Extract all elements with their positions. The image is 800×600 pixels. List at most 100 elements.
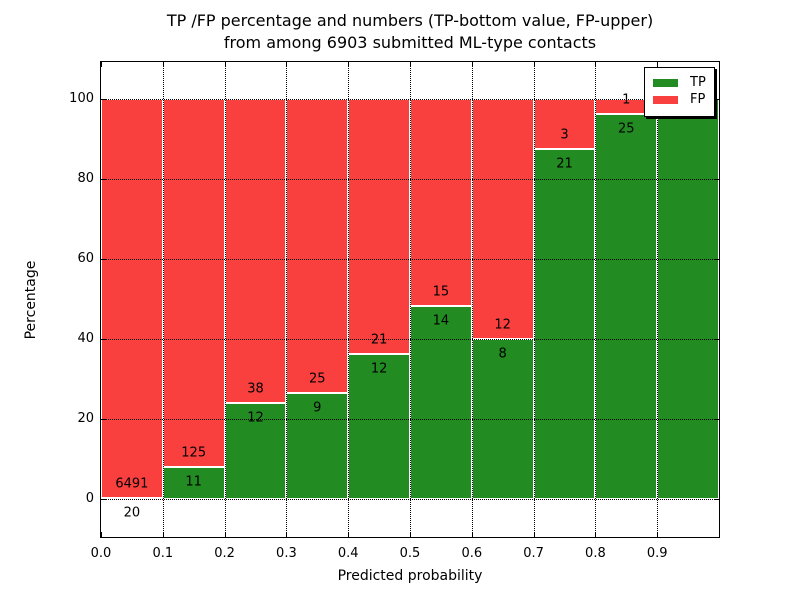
x-tick-mark-bottom xyxy=(657,532,659,537)
bar-segment-tp xyxy=(162,466,225,499)
v-gridline xyxy=(410,62,411,537)
bar-segment-fp xyxy=(348,99,410,354)
tp-count-label: 9 xyxy=(313,400,322,416)
v-gridline xyxy=(286,62,288,537)
legend: TP FP xyxy=(644,67,715,117)
y-axis-label: Percentage xyxy=(23,260,39,340)
v-gridline xyxy=(595,62,597,537)
tp-count-label: 25 xyxy=(618,121,635,137)
x-tick-mark-top xyxy=(348,62,350,67)
x-tick-mark-bottom xyxy=(410,532,411,537)
x-tick-label: 0.6 xyxy=(461,546,483,561)
x-tick-mark-bottom xyxy=(471,532,473,537)
y-tick-mark-left xyxy=(101,499,106,500)
bar-segment-tp xyxy=(348,353,410,499)
x-tick-mark-top xyxy=(657,62,659,67)
fp-count-label: 6491 xyxy=(115,476,149,492)
v-gridline xyxy=(533,62,535,537)
tp-count-label: 20 xyxy=(123,505,141,521)
bar-segment-tp xyxy=(533,149,596,499)
fp-count-label: 125 xyxy=(181,445,207,461)
bar-segment-fp xyxy=(162,99,225,467)
tp-count-label: 14 xyxy=(432,313,450,329)
legend-item-tp: TP xyxy=(653,76,706,90)
fp-count-label: 1 xyxy=(622,92,631,108)
bar-segment-tp xyxy=(410,305,472,499)
x-tick-mark-top xyxy=(533,62,535,67)
x-tick-mark-bottom xyxy=(286,532,288,537)
v-gridline xyxy=(162,62,164,537)
y-tick-mark-right xyxy=(714,419,719,420)
v-gridline xyxy=(471,62,473,537)
v-gridline xyxy=(224,62,226,537)
fp-count-label: 38 xyxy=(247,381,264,397)
bar-segment-tp xyxy=(286,393,349,499)
x-tick-mark-top xyxy=(595,62,597,67)
x-tick-mark-bottom xyxy=(348,532,350,537)
x-axis-label: Predicted probability xyxy=(337,568,483,584)
x-tick-mark-top xyxy=(162,62,164,67)
y-tick-label: 0 xyxy=(85,491,94,506)
y-tick-mark-left xyxy=(101,419,106,420)
bar-segment-fp xyxy=(101,99,163,498)
tp-count-label: 12 xyxy=(247,410,264,426)
tp-legend-swatch xyxy=(653,79,678,87)
bar-segment-fp xyxy=(224,99,287,403)
x-tick-mark-top xyxy=(101,62,102,67)
x-tick-label: 0.9 xyxy=(646,546,668,561)
chart-title-line1: TP /FP percentage and numbers (TP-bottom… xyxy=(166,11,654,30)
tp-count-label: 8 xyxy=(498,346,507,362)
y-tick-mark-right xyxy=(714,259,719,260)
v-gridline xyxy=(348,62,350,537)
chart-title: TP /FP percentage and numbers (TP-bottom… xyxy=(167,10,653,54)
x-tick-mark-top xyxy=(471,62,473,67)
x-tick-mark-bottom xyxy=(224,532,226,537)
y-tick-label: 40 xyxy=(77,331,94,346)
y-tick-mark-left xyxy=(101,179,106,180)
chart-title-line2: from among 6903 submitted ML-type contac… xyxy=(223,33,597,52)
y-tick-label: 100 xyxy=(69,91,94,106)
fp-count-label: 12 xyxy=(494,317,511,333)
tp-legend-label: TP xyxy=(690,75,706,90)
fp-count-label: 21 xyxy=(370,332,388,348)
plot-area: 6491201251138122592112151412832112540 xyxy=(100,61,720,538)
fp-count-label: 15 xyxy=(432,284,450,300)
tp-count-label: 12 xyxy=(370,361,388,377)
x-tick-label: 0.5 xyxy=(399,546,421,561)
x-tick-label: 0.8 xyxy=(585,546,606,561)
tp-count-label: 11 xyxy=(185,474,202,490)
x-tick-label: 0.0 xyxy=(90,546,112,561)
x-tick-mark-top xyxy=(410,62,411,67)
bar-segment-tp xyxy=(657,99,719,499)
x-tick-mark-bottom xyxy=(533,532,535,537)
v-gridline xyxy=(657,62,659,537)
x-tick-label: 0.7 xyxy=(523,546,544,561)
x-tick-label: 0.1 xyxy=(152,546,174,561)
x-tick-label: 0.3 xyxy=(276,546,297,561)
bar-segment-fp xyxy=(286,99,349,394)
y-tick-mark-right xyxy=(714,339,719,340)
legend-item-fp: FP xyxy=(653,93,706,107)
fp-legend-label: FP xyxy=(690,92,706,107)
fp-count-label: 25 xyxy=(309,371,326,387)
tp-count-label: 21 xyxy=(556,156,573,172)
bar-segment-tp xyxy=(595,114,658,499)
x-tick-mark-bottom xyxy=(162,532,164,537)
x-tick-mark-top xyxy=(286,62,288,67)
y-tick-mark-left xyxy=(101,259,106,260)
y-tick-mark-right xyxy=(714,179,719,180)
bar-segment-fp xyxy=(410,99,472,306)
x-tick-label: 0.4 xyxy=(337,546,359,561)
x-tick-mark-bottom xyxy=(101,532,102,537)
x-tick-mark-bottom xyxy=(595,532,597,537)
y-tick-label: 80 xyxy=(77,171,94,186)
x-tick-label: 0.2 xyxy=(214,546,235,561)
fp-count-label: 3 xyxy=(560,127,569,143)
y-tick-mark-left xyxy=(101,99,106,100)
y-tick-mark-right xyxy=(714,499,719,500)
bar-segment-fp xyxy=(471,99,534,339)
fp-legend-swatch xyxy=(653,96,678,104)
y-tick-label: 60 xyxy=(77,251,94,266)
y-tick-label: 20 xyxy=(77,411,94,426)
